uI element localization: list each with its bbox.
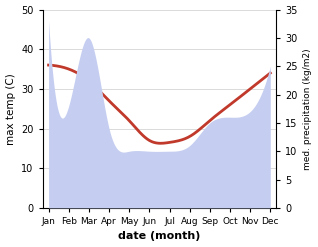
Y-axis label: med. precipitation (kg/m2): med. precipitation (kg/m2) [303, 48, 313, 169]
Y-axis label: max temp (C): max temp (C) [5, 73, 16, 144]
X-axis label: date (month): date (month) [118, 231, 201, 242]
